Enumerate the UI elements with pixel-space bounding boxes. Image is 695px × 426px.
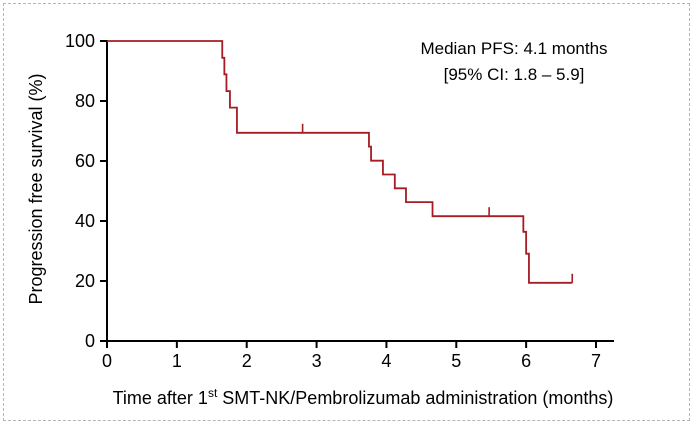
y-tick-label: 100 xyxy=(65,31,95,51)
y-tick-label: 0 xyxy=(85,331,95,351)
y-tick-label: 60 xyxy=(75,151,95,171)
y-axis-title: Progression free survival (%) xyxy=(26,73,46,304)
plot-area xyxy=(107,40,574,284)
x-tick-label: 1 xyxy=(172,351,182,371)
y-tick-label: 80 xyxy=(75,91,95,111)
x-ticks: 0 1 2 3 4 5 6 7 xyxy=(102,341,601,371)
median-pfs-annotation: Median PFS: 4.1 months xyxy=(420,39,607,58)
y-tick-label: 40 xyxy=(75,211,95,231)
x-tick-label: 5 xyxy=(451,351,461,371)
x-axis-title-part-2: SMT-NK/Pembrolizumab administration (mon… xyxy=(217,388,613,408)
x-tick-label: 3 xyxy=(312,351,322,371)
x-axis-title: Time after 1st SMT-NK/Pembrolizumab admi… xyxy=(113,386,614,408)
x-tick-label: 0 xyxy=(102,351,112,371)
y-ticks: 0 20 40 60 80 100 xyxy=(65,31,107,351)
x-tick-label: 6 xyxy=(521,351,531,371)
x-axis-title-part-1: Time after 1 xyxy=(113,388,208,408)
y-tick-label: 20 xyxy=(75,271,95,291)
figure-frame xyxy=(3,3,690,421)
confidence-interval-annotation: [95% CI: 1.8 – 5.9] xyxy=(444,65,585,84)
x-tick-label: 7 xyxy=(591,351,601,371)
chart-axes xyxy=(106,40,614,342)
survival-curve xyxy=(107,40,573,284)
x-axis-title-superscript: st xyxy=(208,386,218,400)
x-tick-label: 4 xyxy=(381,351,391,371)
x-tick-label: 2 xyxy=(242,351,252,371)
